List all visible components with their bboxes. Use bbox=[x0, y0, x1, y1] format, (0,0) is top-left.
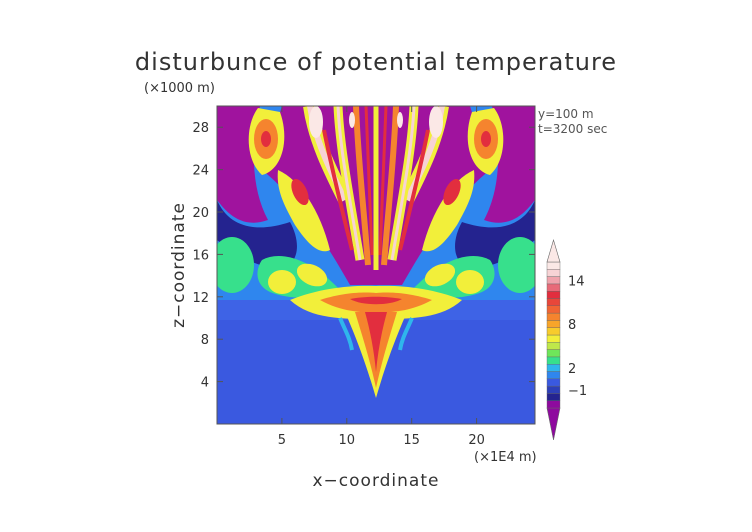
colorbar-label: 8 bbox=[568, 318, 576, 333]
colorbar-segment bbox=[546, 305, 561, 314]
colorbar-segment bbox=[546, 400, 561, 409]
x-tick-label: 20 bbox=[468, 433, 485, 448]
colorbar-segment bbox=[546, 283, 561, 292]
colorbar-segment bbox=[546, 269, 561, 277]
x-unit-label: (×1E4 m) bbox=[474, 450, 537, 465]
chart-title: disturbunce of potential temperature bbox=[135, 48, 617, 76]
y-tick-label: 4 bbox=[201, 376, 209, 391]
colorbar-segment bbox=[546, 393, 561, 401]
y-axis-title: z−coordinate bbox=[169, 202, 189, 328]
colorbar-segment bbox=[546, 364, 561, 372]
colorbar-label: −1 bbox=[568, 384, 587, 399]
x-tick-label: 5 bbox=[278, 433, 286, 448]
annotation-t: t=3200 sec bbox=[538, 122, 607, 136]
colorbar-segment bbox=[546, 371, 561, 380]
y-tick-label: 28 bbox=[192, 121, 209, 136]
colorbar-max-triangle bbox=[546, 238, 561, 263]
colorbar-segment bbox=[546, 320, 561, 328]
colorbar-segment bbox=[546, 298, 561, 307]
y-tick-label: 16 bbox=[192, 248, 209, 263]
heatmap-field bbox=[217, 106, 535, 424]
colorbar-segment bbox=[546, 291, 561, 299]
annotation-y: y=100 m bbox=[538, 107, 594, 121]
colorbar-segment bbox=[546, 261, 561, 270]
colorbar: −1 2 8 14 bbox=[546, 238, 587, 441]
x-axis: 5 10 15 20 bbox=[278, 106, 485, 448]
colorbar-segment bbox=[546, 349, 561, 358]
colorbar-segment bbox=[546, 312, 561, 321]
y-unit-label: (×1000 m) bbox=[144, 81, 215, 96]
x-tick-label: 10 bbox=[339, 433, 356, 448]
colorbar-segment bbox=[546, 385, 561, 394]
y-tick-label: 20 bbox=[192, 206, 209, 221]
colorbar-label: 2 bbox=[568, 362, 576, 377]
colorbar-segment bbox=[546, 378, 561, 387]
colorbar-segment bbox=[546, 276, 561, 285]
y-tick-label: 12 bbox=[192, 291, 209, 306]
y-axis: 4 8 12 16 20 24 28 bbox=[192, 121, 535, 391]
colorbar-min-triangle bbox=[546, 407, 561, 441]
colorbar-label: 14 bbox=[568, 274, 585, 289]
colorbar-segment bbox=[546, 327, 561, 336]
colorbar-segment bbox=[546, 356, 561, 365]
colorbar-segment bbox=[546, 342, 561, 350]
plot-frame bbox=[216, 105, 536, 425]
colorbar-segment bbox=[546, 334, 561, 343]
x-tick-label: 15 bbox=[403, 433, 420, 448]
y-tick-label: 8 bbox=[201, 333, 209, 348]
x-axis-title: x−coordinate bbox=[313, 471, 440, 491]
y-tick-label: 24 bbox=[192, 164, 209, 179]
